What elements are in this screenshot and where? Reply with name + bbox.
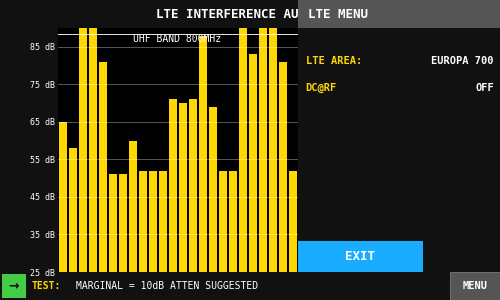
Text: UHF BAND 800MHz: UHF BAND 800MHz xyxy=(134,34,222,44)
Bar xyxy=(108,174,116,272)
Bar xyxy=(68,148,76,272)
Text: LTE MENU: LTE MENU xyxy=(308,8,368,20)
Bar xyxy=(238,20,246,272)
Bar xyxy=(138,171,146,272)
Text: TEST:: TEST: xyxy=(32,281,62,291)
Bar xyxy=(178,103,186,272)
Bar xyxy=(268,20,276,272)
Bar xyxy=(288,171,296,272)
Bar xyxy=(118,174,126,272)
Text: LTE AREA:: LTE AREA: xyxy=(306,56,362,66)
Bar xyxy=(78,9,86,272)
Bar xyxy=(228,171,236,272)
Bar xyxy=(208,107,216,272)
Bar xyxy=(450,272,500,300)
Bar xyxy=(158,171,166,272)
Text: OFF: OFF xyxy=(475,83,494,93)
Bar xyxy=(298,0,500,28)
Text: LTE INTERFERENCE AUTOTEST: LTE INTERFERENCE AUTOTEST xyxy=(156,8,344,20)
Bar xyxy=(58,122,66,272)
Text: DC@RF: DC@RF xyxy=(306,83,337,93)
Bar xyxy=(218,171,226,272)
Bar xyxy=(168,99,176,272)
Bar xyxy=(88,20,96,272)
Bar xyxy=(128,141,136,272)
Bar xyxy=(278,62,286,272)
Bar xyxy=(148,171,156,272)
Bar xyxy=(258,20,266,272)
Bar xyxy=(98,62,106,272)
Bar xyxy=(198,35,206,272)
Text: →: → xyxy=(9,280,19,292)
Text: EUROPA 700: EUROPA 700 xyxy=(432,56,494,66)
Text: MENU: MENU xyxy=(462,281,487,291)
Text: MARGINAL = 10dB ATTEN SUGGESTED: MARGINAL = 10dB ATTEN SUGGESTED xyxy=(76,281,258,291)
Bar xyxy=(188,99,196,272)
Text: EXIT: EXIT xyxy=(346,250,376,263)
Bar xyxy=(248,54,256,272)
Bar xyxy=(298,241,423,272)
Bar xyxy=(2,274,26,298)
